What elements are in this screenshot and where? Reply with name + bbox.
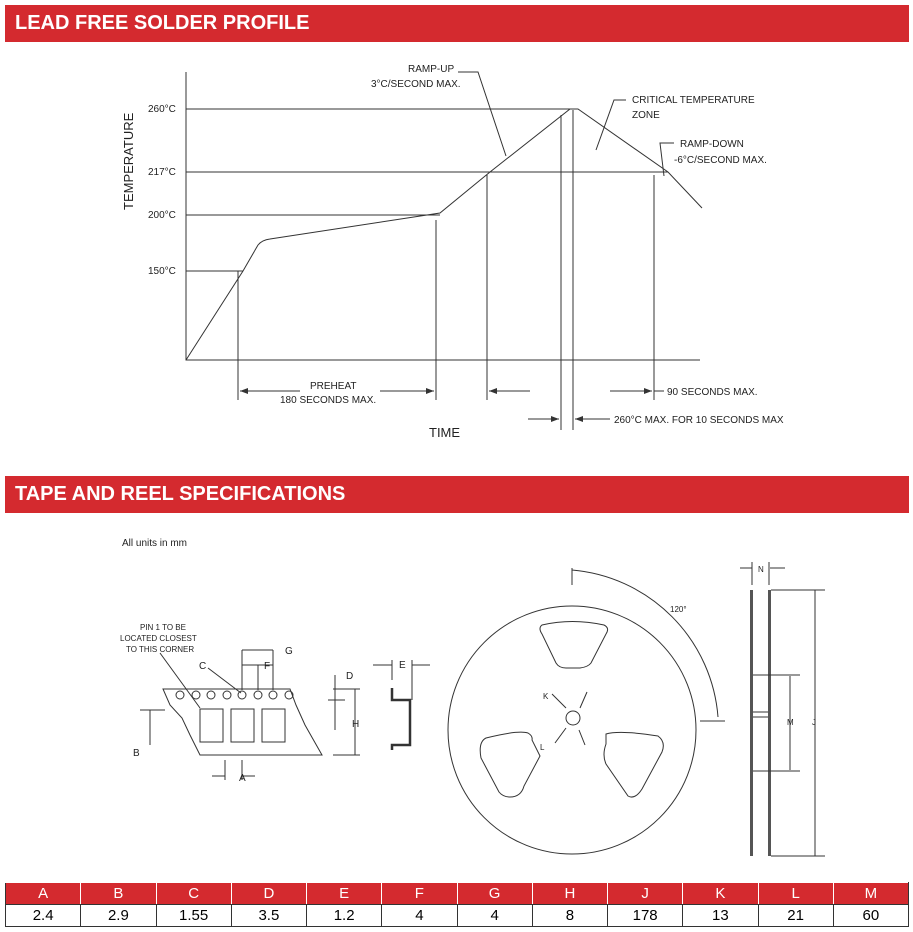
ramp-down-label: RAMP-DOWN — [680, 139, 744, 150]
peak-note: 260°C MAX. FOR 10 SECONDS MAX — [614, 415, 784, 426]
tape-diagram: All units in mm PIN 1 TO BE LOCATED CLOS… — [120, 538, 825, 857]
header-cell: G — [456, 882, 533, 905]
header-cell: H — [531, 882, 609, 905]
spec-value-row: 2.4 2.9 1.55 3.5 1.2 4 4 8 178 13 21 60 — [4, 904, 910, 927]
x-axis-label: TIME — [429, 425, 460, 440]
header-cell: L — [757, 882, 834, 905]
value-cell: 2.9 — [80, 904, 157, 927]
temp-200: 200°C — [148, 210, 176, 221]
label-b: B — [133, 748, 140, 759]
value-cell: 60 — [832, 904, 910, 927]
header-cell: B — [80, 882, 157, 905]
pin1-note: TO THIS CORNER — [126, 645, 194, 654]
value-cell: 21 — [757, 904, 834, 927]
value-cell: 13 — [682, 904, 759, 927]
critical-zone: ZONE — [632, 110, 660, 121]
ramp-up-label: RAMP-UP — [408, 64, 454, 75]
ramp-down-rate: -6°C/SECOND MAX. — [674, 155, 767, 166]
label-n: N — [758, 565, 764, 574]
label-f: F — [264, 661, 270, 672]
temperature-lines — [186, 108, 668, 272]
preheat-duration: 180 SECONDS MAX. — [280, 395, 376, 406]
temp-150: 150°C — [148, 266, 176, 277]
value-cell: 8 — [531, 904, 609, 927]
label-d: D — [346, 671, 353, 682]
header-cell: A — [4, 882, 82, 905]
value-cell: 4 — [456, 904, 533, 927]
label-m: M — [787, 718, 794, 727]
header-cell: C — [155, 882, 232, 905]
header-cell: K — [682, 882, 759, 905]
profile-curve — [185, 108, 703, 361]
time-markers — [237, 110, 655, 430]
label-e: E — [399, 660, 406, 671]
label-g: G — [285, 646, 293, 657]
value-cell: 1.2 — [305, 904, 383, 927]
angle-label: 120° — [670, 605, 687, 614]
pin1-note: LOCATED CLOSEST — [120, 634, 197, 643]
header-cell: M — [832, 882, 910, 905]
units-note: All units in mm — [122, 538, 187, 549]
section-header-tape-reel: TAPE AND REEL SPECIFICATIONS — [5, 476, 909, 513]
value-cell: 4 — [381, 904, 458, 927]
critical-label: CRITICAL TEMPERATURE — [632, 95, 755, 106]
header-cell: F — [381, 882, 458, 905]
preheat-label: PREHEAT — [310, 381, 357, 392]
label-c: C — [199, 661, 206, 672]
value-cell: 2.4 — [4, 904, 82, 927]
ramp-up-rate: 3°C/SECOND MAX. — [371, 79, 461, 90]
reel-outline — [447, 605, 697, 855]
value-cell: 178 — [606, 904, 684, 927]
label-a: A — [239, 773, 246, 784]
ninety-seconds: 90 SECONDS MAX. — [667, 387, 758, 398]
header-cell: D — [230, 882, 308, 905]
label-l: L — [540, 743, 545, 752]
temp-260: 260°C — [148, 104, 176, 115]
label-j: J — [812, 718, 816, 727]
drawings: TEMPERATURE TIME 260°C 217°C 200°C 150°C… — [120, 64, 825, 857]
pin1-note: PIN 1 TO BE — [140, 623, 186, 632]
label-k: K — [543, 692, 549, 701]
section-header-solder-profile: LEAD FREE SOLDER PROFILE — [5, 5, 909, 42]
header-cell: J — [606, 882, 684, 905]
value-cell: 1.55 — [155, 904, 232, 927]
value-cell: 3.5 — [230, 904, 308, 927]
temp-217: 217°C — [148, 167, 176, 178]
y-axis-label: TEMPERATURE — [121, 112, 136, 210]
label-h: H — [352, 719, 359, 730]
solder-profile-diagram: TEMPERATURE TIME 260°C 217°C 200°C 150°C… — [121, 64, 784, 440]
header-cell: E — [305, 882, 383, 905]
axes — [185, 72, 700, 361]
